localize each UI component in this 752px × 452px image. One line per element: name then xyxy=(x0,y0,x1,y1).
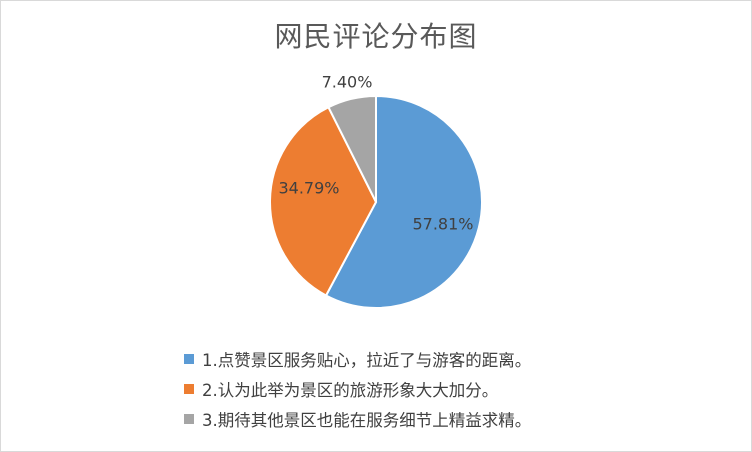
pie-slice-2 xyxy=(269,105,378,297)
data-label-1: 57.81% xyxy=(412,215,473,234)
legend: 1.点赞景区服务贴心，拉近了与游客的距离。 2.认为此举为景区的旅游形象大大加分… xyxy=(184,347,531,437)
pie-slice-3 xyxy=(327,94,377,203)
legend-label-2: 2.认为此举为景区的旅游形象大大加分。 xyxy=(202,381,499,400)
legend-swatch-2 xyxy=(184,384,194,394)
legend-label-1: 1.点赞景区服务贴心，拉近了与游客的距离。 xyxy=(202,351,532,370)
legend-swatch-3 xyxy=(184,414,194,424)
chart-title: 网民评论分布图 xyxy=(274,20,478,53)
legend-label-3: 3.期待其他景区也能在服务细节上精益求精。 xyxy=(202,411,532,430)
legend-item-3: 3.期待其他景区也能在服务细节上精益求精。 xyxy=(184,407,531,431)
pie-slice-1 xyxy=(324,94,483,309)
legend-item-2: 2.认为此举为景区的旅游形象大大加分。 xyxy=(184,377,531,401)
pie-data-labels: 57.81% 34.79% 7.40% xyxy=(278,73,473,234)
data-label-3: 7.40% xyxy=(322,73,373,92)
pie-slices xyxy=(269,94,483,309)
data-label-2: 34.79% xyxy=(278,179,339,198)
legend-item-1: 1.点赞景区服务贴心，拉近了与游客的距离。 xyxy=(184,347,531,371)
pie-chart: 57.81% 34.79% 7.40% xyxy=(269,73,483,309)
legend-swatch-1 xyxy=(184,354,194,364)
